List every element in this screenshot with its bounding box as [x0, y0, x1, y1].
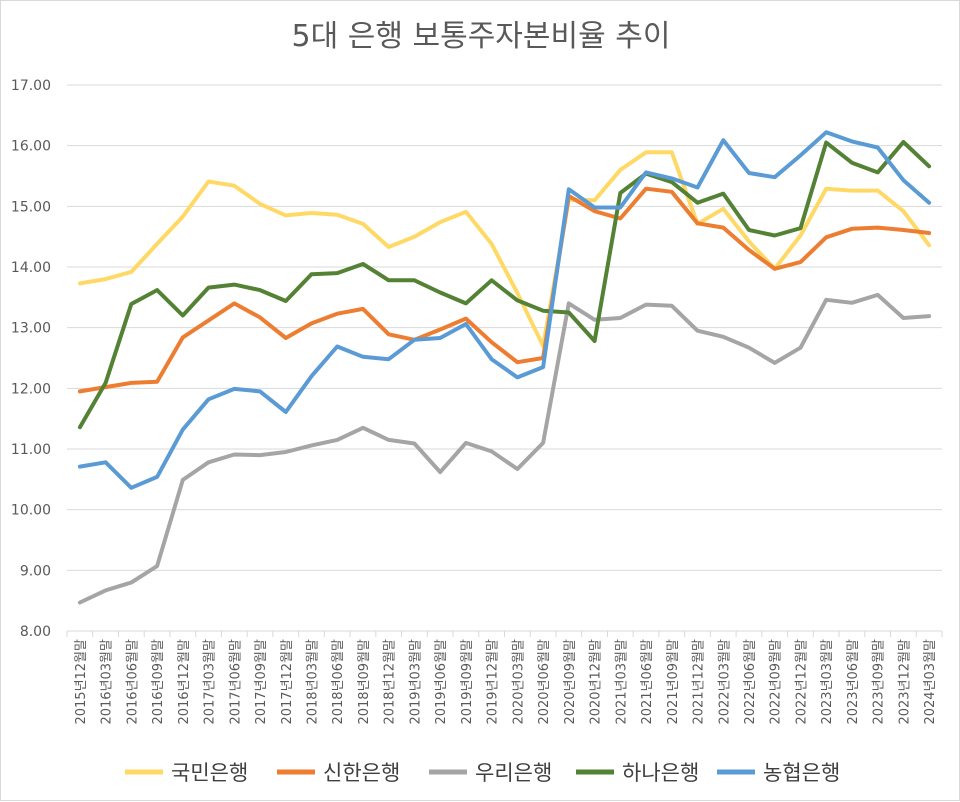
x-tick-label: 2023년06월말 — [846, 639, 861, 725]
x-tick-label: 2018년03월말 — [305, 639, 320, 725]
x-tick-label: 2015년12월말 — [74, 639, 89, 725]
series-5 — [77, 130, 932, 490]
x-tick-label: 2021년03월말 — [614, 639, 629, 725]
y-tick-label: 10.00 — [11, 503, 51, 519]
x-tick-label: 2016년03월말 — [100, 639, 115, 725]
y-axis: 8.00 9.00 10.00 11.00 12.00 13.00 14.00 15.00 16… — [11, 78, 51, 640]
x-tick-label: 2020년09월말 — [563, 639, 578, 725]
series-line — [77, 130, 932, 490]
y-tick-label: 9.00 — [20, 563, 51, 579]
gridlines — [67, 84, 942, 632]
legend-label: 농협은행 — [763, 761, 840, 785]
x-tick-label: 2021년06월말 — [640, 639, 655, 725]
y-tick-label: 11.00 — [11, 442, 51, 458]
x-tick-label: 2022년03월말 — [717, 639, 732, 725]
x-axis: 2015년12월말 2016년03월말 2016년06월말 2016년09월말 2016… — [66, 631, 943, 725]
legend: 국민은행 신한은행 우리은행 하나은행 농협은행 — [125, 761, 840, 785]
series-1 — [77, 150, 932, 348]
series-line — [77, 150, 932, 348]
x-tick-label: 2022년12월말 — [794, 639, 809, 725]
y-tick-label: 12.00 — [11, 381, 51, 397]
x-tick-label: 2018년06월말 — [331, 639, 346, 725]
legend-item: 우리은행 — [429, 761, 552, 785]
x-tick-label: 2023년12월말 — [897, 639, 912, 725]
x-tick-label: 2018년12월말 — [383, 639, 398, 725]
x-tick-label: 2022년06월말 — [743, 639, 758, 725]
x-tick-label: 2022년09월말 — [769, 639, 784, 725]
x-tick-label: 2019년12월말 — [486, 639, 501, 725]
y-tick-label: 14.00 — [11, 260, 51, 276]
x-tick-label: 2020년03월말 — [511, 639, 526, 725]
x-tick-label: 2019년06월말 — [434, 639, 449, 725]
legend-label: 국민은행 — [171, 761, 248, 785]
x-tick-label: 2016년12월말 — [177, 639, 192, 725]
y-tick-label: 15.00 — [11, 199, 51, 215]
chart-title: 5대 은행 보통주자본비율 추이 — [292, 19, 671, 54]
legend-item: 농협은행 — [717, 761, 840, 785]
x-tick-label: 2018년09월말 — [357, 639, 372, 725]
legend-item: 국민은행 — [125, 761, 248, 785]
y-tick-label: 17.00 — [11, 78, 51, 94]
series-2 — [77, 186, 932, 394]
x-tick-label: 2017년09월말 — [254, 639, 269, 725]
legend-item: 하나은행 — [576, 761, 699, 785]
x-tick-label: 2016년09월말 — [151, 639, 166, 725]
x-tick-label: 2016년06월말 — [125, 639, 140, 725]
x-tick-label: 2020년12월말 — [589, 639, 604, 725]
x-tick-label: 2023년03월말 — [820, 639, 835, 725]
series-3 — [77, 292, 932, 605]
series-4 — [77, 140, 932, 430]
x-tick-label: 2020년06월말 — [537, 639, 552, 725]
series-lines — [77, 130, 932, 605]
y-tick-label: 16.00 — [11, 139, 51, 155]
y-tick-label: 8.00 — [20, 624, 51, 640]
x-tick-label: 2017년03월말 — [203, 639, 218, 725]
x-tick-label: 2023년09월말 — [872, 639, 887, 725]
x-tick-label: 2017년12월말 — [280, 639, 295, 725]
x-tick-label: 2021년09월말 — [666, 639, 681, 725]
x-tick-label: 2021년12월말 — [692, 639, 707, 725]
legend-item: 신한은행 — [277, 761, 400, 785]
series-line — [77, 140, 932, 430]
legend-label: 우리은행 — [475, 761, 552, 785]
x-tick-label: 2019년09월말 — [460, 639, 475, 725]
series-line — [77, 186, 932, 394]
x-tick-label: 2024년03월말 — [923, 639, 938, 725]
x-tick-label: 2019년03월말 — [408, 639, 423, 725]
y-tick-label: 13.00 — [11, 321, 51, 337]
legend-label: 신한은행 — [323, 761, 400, 785]
x-tick-label: 2017년06월말 — [228, 639, 243, 725]
series-line — [77, 292, 932, 605]
legend-label: 하나은행 — [622, 761, 699, 785]
